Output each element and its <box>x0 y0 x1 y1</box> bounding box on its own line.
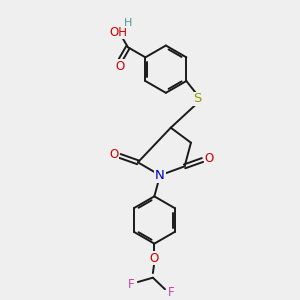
Text: F: F <box>167 286 174 299</box>
Text: F: F <box>128 278 135 291</box>
Text: OH: OH <box>110 26 128 39</box>
Text: O: O <box>150 252 159 265</box>
Text: O: O <box>115 60 124 73</box>
Text: H: H <box>124 17 132 28</box>
Text: N: N <box>155 169 165 182</box>
Text: O: O <box>109 148 118 161</box>
Text: S: S <box>193 92 202 105</box>
Text: O: O <box>204 152 214 165</box>
